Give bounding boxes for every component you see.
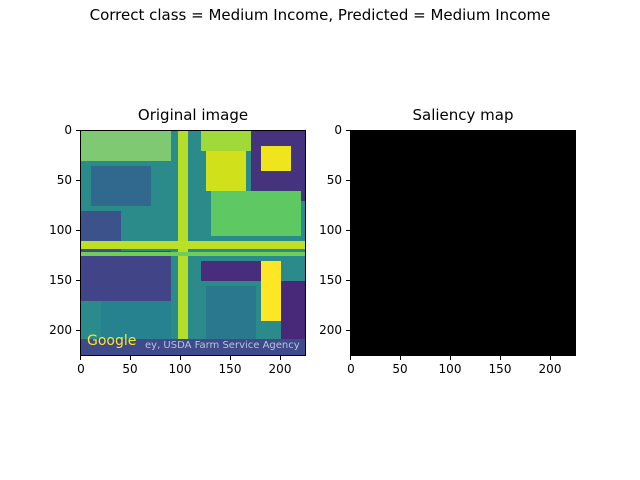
y-tick-label: 200 (319, 323, 342, 337)
y-tick-label: 100 (49, 223, 72, 237)
aerial-image (81, 131, 305, 355)
x-tick-label: 150 (488, 362, 512, 376)
y-tick-label: 150 (319, 273, 342, 287)
y-tick-label: 0 (64, 123, 72, 137)
x-tick-label: 100 (168, 362, 192, 376)
figure-title: Correct class = Medium Income, Predicted… (89, 6, 551, 24)
x-tick-label: 200 (538, 362, 562, 376)
y-tick-label: 150 (49, 273, 72, 287)
imagery-credit: ey, USDA Farm Service Agency (145, 340, 300, 351)
saliency-map-panel (350, 130, 576, 356)
y-tick-label: 200 (49, 323, 72, 337)
original-image-title: Original image (137, 106, 249, 124)
y-tick-label: 50 (56, 173, 72, 187)
y-tick-label: 50 (326, 173, 342, 187)
y-tick-label: 0 (334, 123, 342, 137)
original-image-panel: Google ey, USDA Farm Service Agency (80, 130, 306, 356)
saliency-map-title: Saliency map (412, 106, 514, 124)
x-tick-label: 0 (347, 362, 355, 376)
google-logo: Google (87, 333, 137, 349)
x-tick-label: 50 (122, 362, 138, 376)
x-tick-label: 0 (77, 362, 85, 376)
x-tick-label: 50 (392, 362, 408, 376)
y-tick-label: 100 (319, 223, 342, 237)
x-tick-label: 200 (268, 362, 292, 376)
x-tick-label: 100 (438, 362, 462, 376)
x-tick-label: 150 (218, 362, 242, 376)
